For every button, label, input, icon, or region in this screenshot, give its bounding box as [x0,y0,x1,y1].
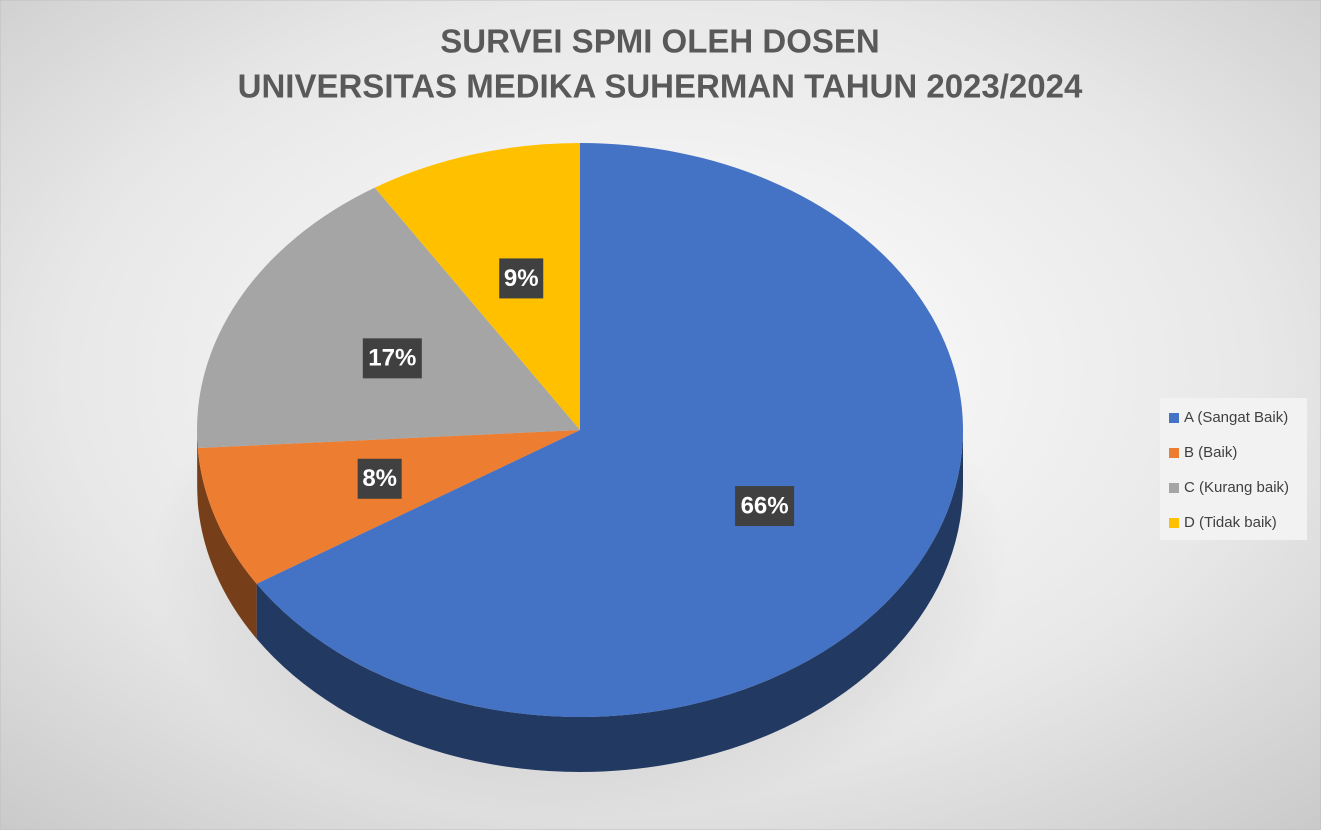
data-label-box [357,458,402,499]
slice [374,143,580,430]
slice-side [197,430,198,504]
data-label-box [735,486,795,527]
legend-label: D (Tidak baik) [1184,514,1277,531]
legend-label: A (Sangat Baik) [1184,409,1288,426]
chart-title: UNIVERSITAS MEDIKA SUHERMAN TAHUN 2023/2… [238,68,1083,105]
legend-label: B (Baik) [1184,444,1237,461]
data-label: 17% [368,345,416,372]
slice [197,430,580,584]
slice [197,187,580,449]
legend-label: C (Kurang baik) [1184,479,1289,496]
legend-swatch [1169,413,1179,423]
legend-swatch [1169,483,1179,493]
data-label: 8% [362,465,397,492]
data-label: 66% [741,492,789,519]
legend-box [1160,398,1307,540]
chart-title: SURVEI SPMI OLEH DOSEN [440,23,879,60]
data-label: 9% [504,265,539,292]
data-label-box [499,258,544,299]
slice-side [256,430,964,773]
legend-swatch [1169,518,1179,528]
slice-side [197,448,257,639]
slice [256,143,963,717]
data-label-box [362,338,422,379]
legend-swatch [1169,448,1179,458]
